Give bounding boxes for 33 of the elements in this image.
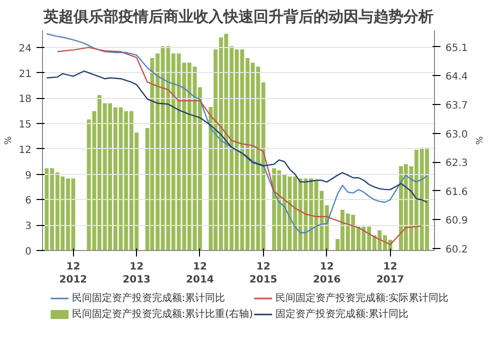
y2-tick-label: 60.9 [446,216,468,227]
chart-title: 英超俱乐部疫情后商业收入快速回升背后的动因与趋势分析 [42,8,434,26]
line-series [56,46,422,246]
y-tick-label: 6 [25,196,32,207]
y-tick-label: 3 [25,221,32,232]
y-tick-label: 18 [18,94,32,106]
legend-label: 民间固定资产投资完成额:累计同比 [72,292,226,304]
y-tick-label: 12 [18,144,32,156]
y2-tick-label: 62.3 [446,158,468,170]
y-axis-title: % [4,136,14,145]
line-series [46,33,428,234]
y-tick-label: 21 [18,68,32,80]
y-tick-label: 9 [25,170,32,182]
y2-tick-label: 60.2 [446,244,468,256]
y2-tick-label: 65.1 [446,42,468,54]
x-tick-label: 12 2017 [376,262,404,286]
x-tick-label: 12 2012 [59,262,88,286]
y2-tick-label: 61.6 [446,186,468,198]
y2-axis-title: % [472,136,483,146]
legend-label: 民间固定资产投资完成额:实际累计同比 [275,292,449,304]
y-tick-label: 15 [18,120,32,131]
y-tick-label: 24 [18,43,32,54]
x-tick-label: 12 2016 [312,262,341,286]
line-series [46,70,428,203]
legend-label: 民间固定资产投资完成额:累计比重(右轴) [72,308,254,320]
x-tick-label: 12 2013 [122,262,151,286]
y-tick-label: 0 [25,246,32,258]
y2-tick-label: 63.7 [446,100,468,112]
x-tick-label: 12 2014 [186,262,214,286]
y2-tick-label: 64.4 [446,72,468,83]
x-tick-label: 12 2015 [249,262,278,286]
legend-label: 固定资产投资完成额:累计同比 [275,308,409,320]
y2-tick-label: 63.0 [446,129,468,140]
